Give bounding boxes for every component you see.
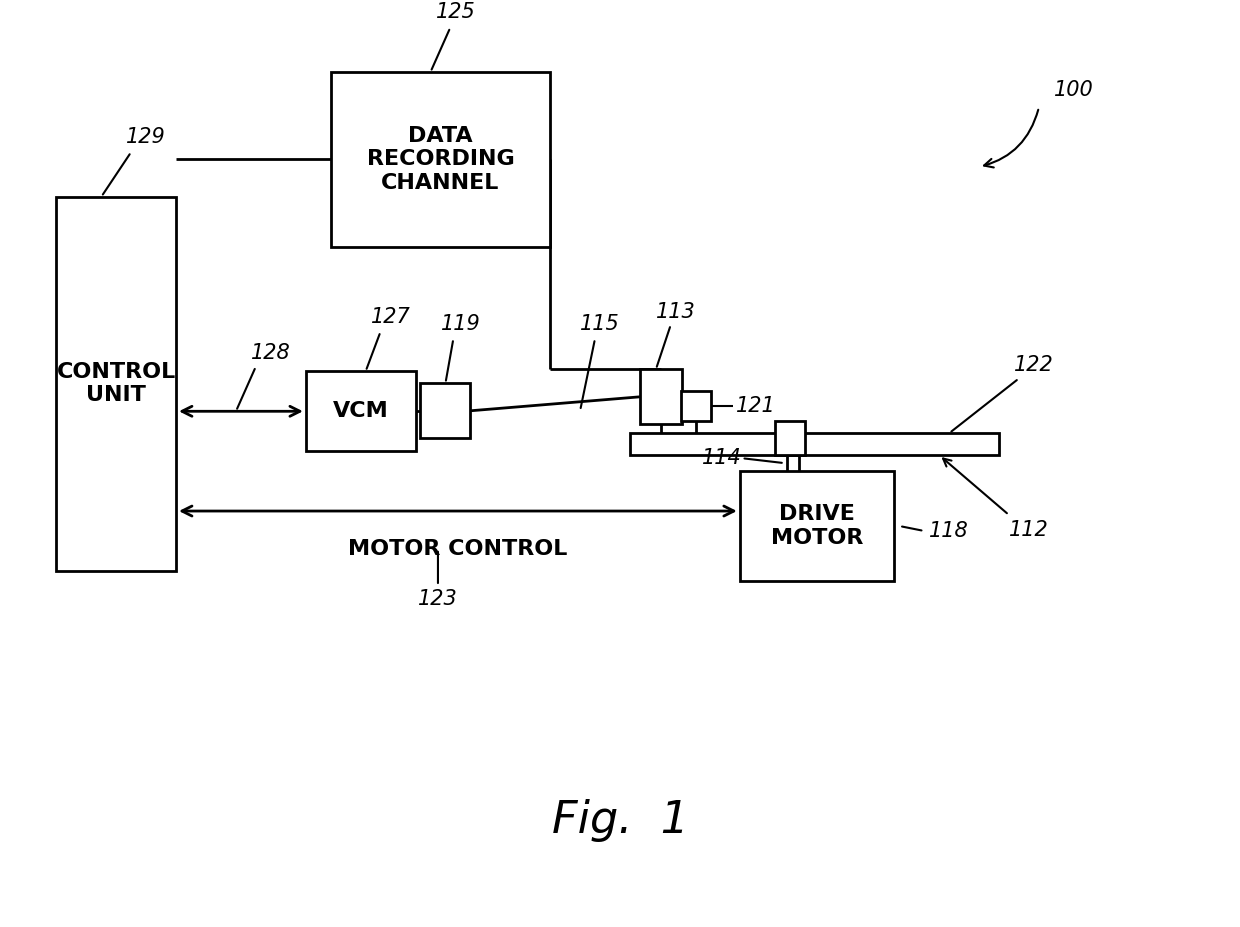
Text: VCM: VCM	[332, 401, 388, 421]
Bar	[640, 369, 682, 425]
Text: 100: 100	[1054, 80, 1094, 100]
Bar	[681, 391, 711, 421]
Text: CONTROL
UNIT: CONTROL UNIT	[57, 362, 176, 405]
Text: 115: 115	[580, 313, 620, 334]
Text: 123: 123	[418, 589, 458, 609]
Bar	[630, 433, 999, 455]
Text: Fig.  1: Fig. 1	[552, 799, 688, 842]
Bar	[775, 421, 805, 455]
Text: 112: 112	[1009, 520, 1049, 540]
Text: 113: 113	[656, 301, 696, 322]
Bar	[56, 197, 176, 571]
Text: 127: 127	[371, 307, 410, 326]
Text: 128: 128	[250, 343, 290, 363]
Text: 119: 119	[440, 313, 480, 334]
Text: MOTOR CONTROL: MOTOR CONTROL	[348, 539, 568, 559]
Text: 121: 121	[735, 397, 775, 416]
Text: DATA
RECORDING
CHANNEL: DATA RECORDING CHANNEL	[367, 126, 515, 193]
Text: 122: 122	[1014, 355, 1054, 375]
Text: 118: 118	[929, 521, 968, 541]
Text: 129: 129	[126, 127, 166, 147]
Bar	[306, 372, 415, 451]
Bar	[331, 72, 551, 247]
Bar	[420, 384, 470, 438]
Text: 114: 114	[702, 448, 742, 468]
Text: DRIVE
MOTOR: DRIVE MOTOR	[771, 504, 863, 548]
Text: 125: 125	[435, 2, 475, 22]
Bar	[740, 471, 894, 581]
